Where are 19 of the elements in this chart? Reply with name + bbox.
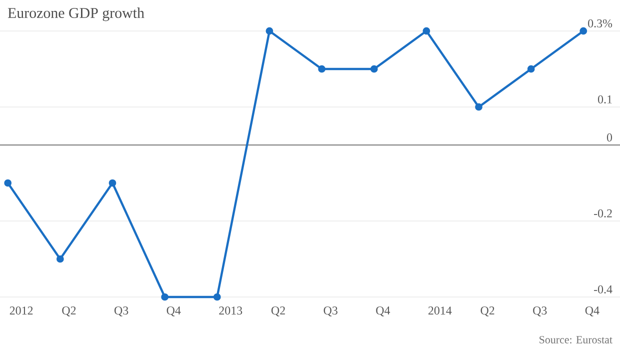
y-tick-label: -0.4 [594,285,612,294]
x-tick-label: Q3 [114,306,128,316]
chart-title: Eurozone GDP growth [8,8,144,22]
x-tick-label: Q2 [62,306,76,316]
y-tick-label: 0.3% [588,19,612,28]
x-tick-label: Q3 [533,306,547,316]
x-tick-label: Q4 [376,306,390,316]
source-note: Source: Eurostat [540,336,612,344]
x-tick-label: Q3 [324,306,338,316]
y-tick-label: 0 [606,133,612,142]
y-tick-label: 0.1 [598,95,612,104]
x-tick-label: Q4 [585,306,600,316]
y-tick-label: -0.2 [594,209,612,218]
x-tick-label: 2013 [219,306,242,315]
x-tick-label: Q2 [271,306,285,316]
x-tick-label: Q4 [166,306,181,316]
x-tick-label: 2014 [428,306,452,315]
x-tick-label: 2012 [10,306,33,315]
x-tick-label: Q2 [480,306,494,316]
